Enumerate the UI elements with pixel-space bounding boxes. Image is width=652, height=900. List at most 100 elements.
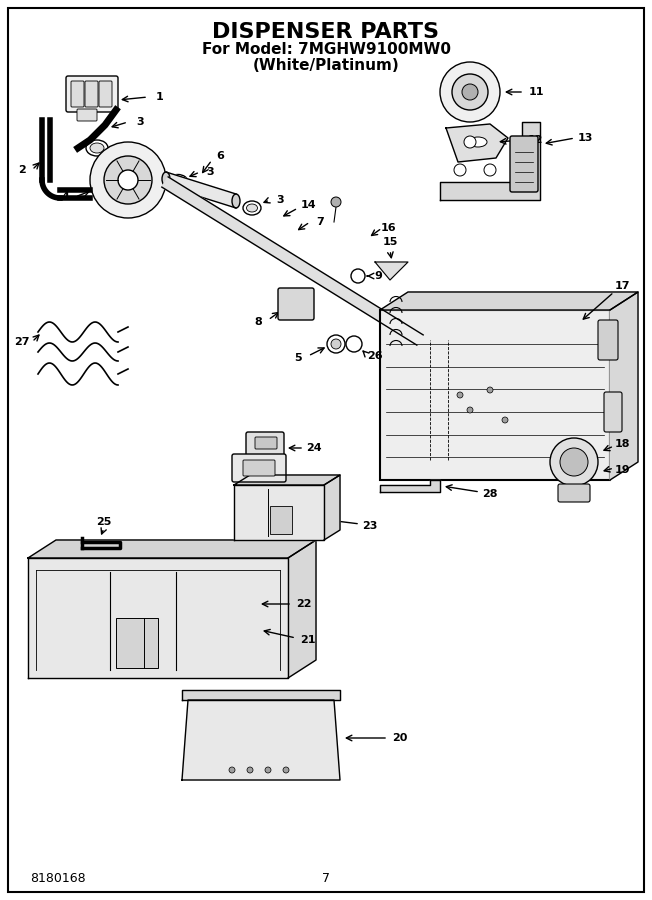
Polygon shape: [166, 172, 236, 208]
FancyBboxPatch shape: [77, 109, 97, 121]
FancyBboxPatch shape: [598, 320, 618, 360]
Circle shape: [560, 448, 588, 476]
Text: 5: 5: [294, 353, 302, 363]
Polygon shape: [380, 292, 638, 310]
Circle shape: [467, 407, 473, 413]
Text: 9: 9: [374, 271, 382, 281]
Text: 1: 1: [156, 92, 164, 102]
Text: 14: 14: [300, 200, 316, 210]
Text: 19: 19: [614, 465, 630, 475]
Text: 17: 17: [614, 281, 630, 291]
FancyBboxPatch shape: [278, 288, 314, 320]
Text: (White/Platinum): (White/Platinum): [252, 58, 400, 73]
Ellipse shape: [162, 172, 170, 186]
Circle shape: [346, 336, 362, 352]
Text: 3: 3: [136, 117, 144, 127]
Circle shape: [502, 417, 508, 423]
Ellipse shape: [172, 177, 184, 186]
Text: 26: 26: [367, 351, 383, 361]
Polygon shape: [375, 262, 408, 280]
Text: 8180168: 8180168: [30, 871, 85, 885]
Text: 11: 11: [528, 87, 544, 97]
Text: DISPENSER PARTS: DISPENSER PARTS: [213, 22, 439, 42]
Polygon shape: [446, 124, 508, 162]
FancyBboxPatch shape: [604, 392, 622, 432]
FancyBboxPatch shape: [85, 81, 98, 107]
Polygon shape: [610, 292, 638, 480]
Text: 27: 27: [14, 337, 30, 347]
Circle shape: [351, 269, 365, 283]
Circle shape: [118, 170, 138, 190]
Ellipse shape: [232, 194, 240, 208]
Text: 4: 4: [61, 192, 69, 202]
Circle shape: [464, 136, 476, 148]
Circle shape: [550, 438, 598, 486]
FancyBboxPatch shape: [255, 437, 277, 449]
Bar: [380, 310, 610, 480]
Polygon shape: [182, 700, 340, 780]
Circle shape: [104, 156, 152, 204]
Polygon shape: [324, 475, 340, 540]
Text: 3: 3: [206, 167, 214, 177]
Text: 2: 2: [18, 165, 26, 175]
Circle shape: [440, 62, 500, 122]
Text: For Model: 7MGHW9100MW0: For Model: 7MGHW9100MW0: [201, 42, 451, 58]
Text: 6: 6: [216, 151, 224, 161]
Ellipse shape: [168, 175, 188, 190]
Circle shape: [247, 767, 253, 773]
FancyBboxPatch shape: [232, 454, 286, 482]
FancyBboxPatch shape: [246, 432, 284, 456]
FancyBboxPatch shape: [71, 81, 84, 107]
Text: 25: 25: [96, 517, 111, 527]
FancyBboxPatch shape: [66, 76, 118, 112]
Ellipse shape: [243, 201, 261, 215]
Circle shape: [283, 767, 289, 773]
Text: 21: 21: [301, 635, 316, 645]
Polygon shape: [288, 540, 316, 678]
Text: 20: 20: [393, 733, 408, 743]
Circle shape: [487, 387, 493, 393]
Polygon shape: [234, 485, 324, 540]
Circle shape: [452, 74, 488, 110]
Text: 8: 8: [254, 317, 262, 327]
FancyBboxPatch shape: [558, 484, 590, 502]
Circle shape: [484, 164, 496, 176]
Text: 12: 12: [527, 135, 542, 145]
Bar: [116, 618, 158, 668]
Polygon shape: [234, 475, 340, 485]
Polygon shape: [28, 558, 288, 678]
Circle shape: [462, 84, 478, 100]
Polygon shape: [162, 177, 423, 345]
Text: 7: 7: [322, 871, 330, 885]
Text: 23: 23: [363, 521, 378, 531]
Ellipse shape: [86, 140, 108, 156]
Circle shape: [454, 164, 466, 176]
Polygon shape: [440, 122, 540, 200]
Text: 28: 28: [482, 489, 497, 499]
Polygon shape: [380, 480, 440, 492]
Polygon shape: [182, 690, 340, 700]
Circle shape: [229, 767, 235, 773]
Text: 18: 18: [614, 439, 630, 449]
Text: 7: 7: [316, 217, 324, 227]
Circle shape: [327, 335, 345, 353]
Circle shape: [457, 392, 463, 398]
Ellipse shape: [469, 137, 487, 147]
Text: 15: 15: [382, 237, 398, 247]
FancyBboxPatch shape: [99, 81, 112, 107]
Circle shape: [265, 767, 271, 773]
Polygon shape: [28, 540, 316, 558]
Text: 24: 24: [306, 443, 322, 453]
FancyBboxPatch shape: [510, 136, 538, 192]
Text: 13: 13: [577, 133, 593, 143]
Circle shape: [90, 142, 166, 218]
Text: 22: 22: [296, 599, 312, 609]
FancyBboxPatch shape: [243, 460, 275, 476]
Ellipse shape: [246, 204, 258, 212]
Text: 3: 3: [276, 195, 284, 205]
Bar: [270, 506, 292, 534]
Text: 16: 16: [380, 223, 396, 233]
Circle shape: [331, 197, 341, 207]
Circle shape: [331, 339, 341, 349]
Ellipse shape: [90, 143, 104, 153]
